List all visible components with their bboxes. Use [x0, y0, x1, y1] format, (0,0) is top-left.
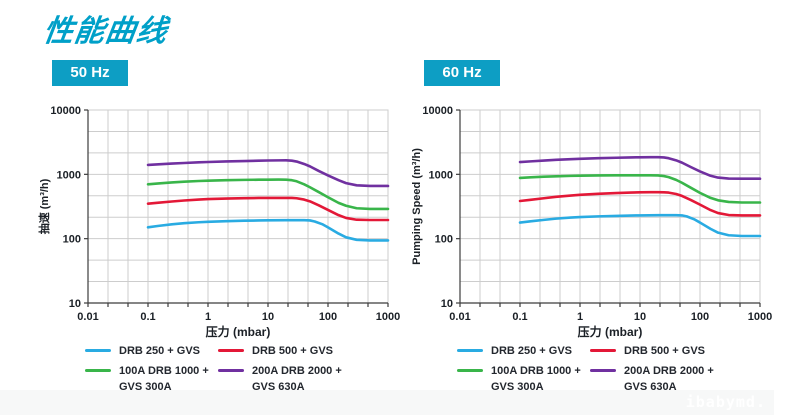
legend-swatch-red	[590, 349, 616, 352]
svg-text:10: 10	[69, 298, 81, 310]
panel-60hz: 60 Hz 0.01 0.1 1 10 100 1000 10 100 1000 10000 压力 …	[402, 55, 774, 400]
legend-item-drb500: DRB 500 + GVS	[590, 343, 714, 360]
panel-50hz: 50 Hz 0.01 0.1 1 10 100 1000 10 100 1000 10000 压力 …	[30, 55, 402, 400]
legend-swatch-purple	[590, 368, 616, 372]
badge-50hz: 50 Hz	[52, 60, 128, 86]
curve-drb-500-gvs	[146, 196, 390, 222]
curve-100a-drb-1000-gvs-300a	[146, 178, 390, 211]
svg-text:1000: 1000	[57, 169, 81, 181]
x-axis-labels: 0.01 0.1 1 10 100 1000	[449, 311, 772, 323]
legend-swatch-cyan	[85, 349, 111, 352]
legend-label: DRB 500 + GVS	[252, 345, 334, 357]
svg-text:0.01: 0.01	[77, 311, 98, 323]
x-axis-labels: 0.01 0.1 1 10 100 1000	[77, 311, 400, 323]
curve-200a-drb-2000-gvs-630a	[146, 159, 390, 188]
svg-text:100: 100	[319, 311, 337, 323]
legend-swatch-cyan	[457, 349, 483, 352]
legend-swatch-purple	[218, 368, 244, 372]
svg-text:1000: 1000	[429, 169, 453, 181]
plot-border	[459, 109, 761, 304]
axes	[84, 109, 389, 307]
grid	[459, 109, 761, 304]
y-axis-labels: 10 100 1000 10000	[422, 105, 453, 310]
x-axis-title: 压力 (mbar)	[206, 324, 271, 339]
x-axis-title: 压力 (mbar)	[578, 324, 643, 339]
curve-drb-250-gvs	[518, 213, 762, 238]
badge-60hz: 60 Hz	[424, 60, 500, 86]
legend-item-drb250: DRB 250 + GVS	[457, 343, 590, 360]
curve-drb-250-gvs	[146, 218, 390, 242]
plot-border	[87, 109, 389, 304]
legend-60hz: DRB 250 + GVS DRB 500 + GVS 100A DRB 100…	[457, 343, 714, 396]
curve-drb-500-gvs	[518, 190, 762, 217]
y-axis-labels: 10 100 1000 10000	[50, 105, 81, 310]
svg-text:100: 100	[435, 234, 453, 246]
curve-100a-drb-1000-gvs-300a	[518, 173, 762, 204]
legend-label: DRB 250 + GVS	[491, 345, 573, 357]
legend-swatch-green	[457, 368, 483, 372]
svg-text:100: 100	[691, 311, 709, 323]
svg-text:1000: 1000	[376, 311, 400, 323]
grid	[87, 109, 389, 304]
performance-chart-60hz: 0.01 0.1 1 10 100 1000 10 100 1000 10000 压力 (mbar)…	[411, 105, 772, 339]
svg-text:10: 10	[634, 311, 646, 323]
legend-item-drb250: DRB 250 + GVS	[85, 343, 218, 360]
legend-50hz: DRB 250 + GVS DRB 500 + GVS 100A DRB 100…	[85, 343, 342, 396]
svg-text:10: 10	[441, 298, 453, 310]
legend-label: DRB 500 + GVS	[624, 345, 706, 357]
watermark: ibabymd.	[685, 393, 766, 411]
legend-item-drb500: DRB 500 + GVS	[218, 343, 342, 360]
footer-strip: ibabymd.	[0, 390, 774, 415]
svg-text:1000: 1000	[748, 311, 772, 323]
svg-text:100: 100	[63, 234, 81, 246]
svg-text:0.1: 0.1	[512, 311, 527, 323]
legend-swatch-red	[218, 349, 244, 352]
legend-label: DRB 250 + GVS	[119, 345, 201, 357]
legend-swatch-green	[85, 368, 111, 372]
y-axis-title: 抽速 (m³/h)	[37, 178, 51, 234]
svg-text:0.1: 0.1	[140, 311, 155, 323]
svg-text:1: 1	[577, 311, 583, 323]
curve-200a-drb-2000-gvs-630a	[518, 155, 762, 181]
svg-text:0.01: 0.01	[449, 311, 470, 323]
axes	[456, 109, 761, 307]
svg-text:10000: 10000	[422, 105, 453, 117]
svg-text:1: 1	[205, 311, 211, 323]
page-title: 性能曲线	[41, 15, 170, 48]
performance-chart-50hz: 0.01 0.1 1 10 100 1000 10 100 1000 10000 压力 (mbar)…	[37, 105, 400, 339]
y-axis-title: Pumping Speed (m³/h)	[411, 148, 423, 265]
svg-text:10: 10	[262, 311, 274, 323]
svg-text:10000: 10000	[50, 105, 81, 117]
